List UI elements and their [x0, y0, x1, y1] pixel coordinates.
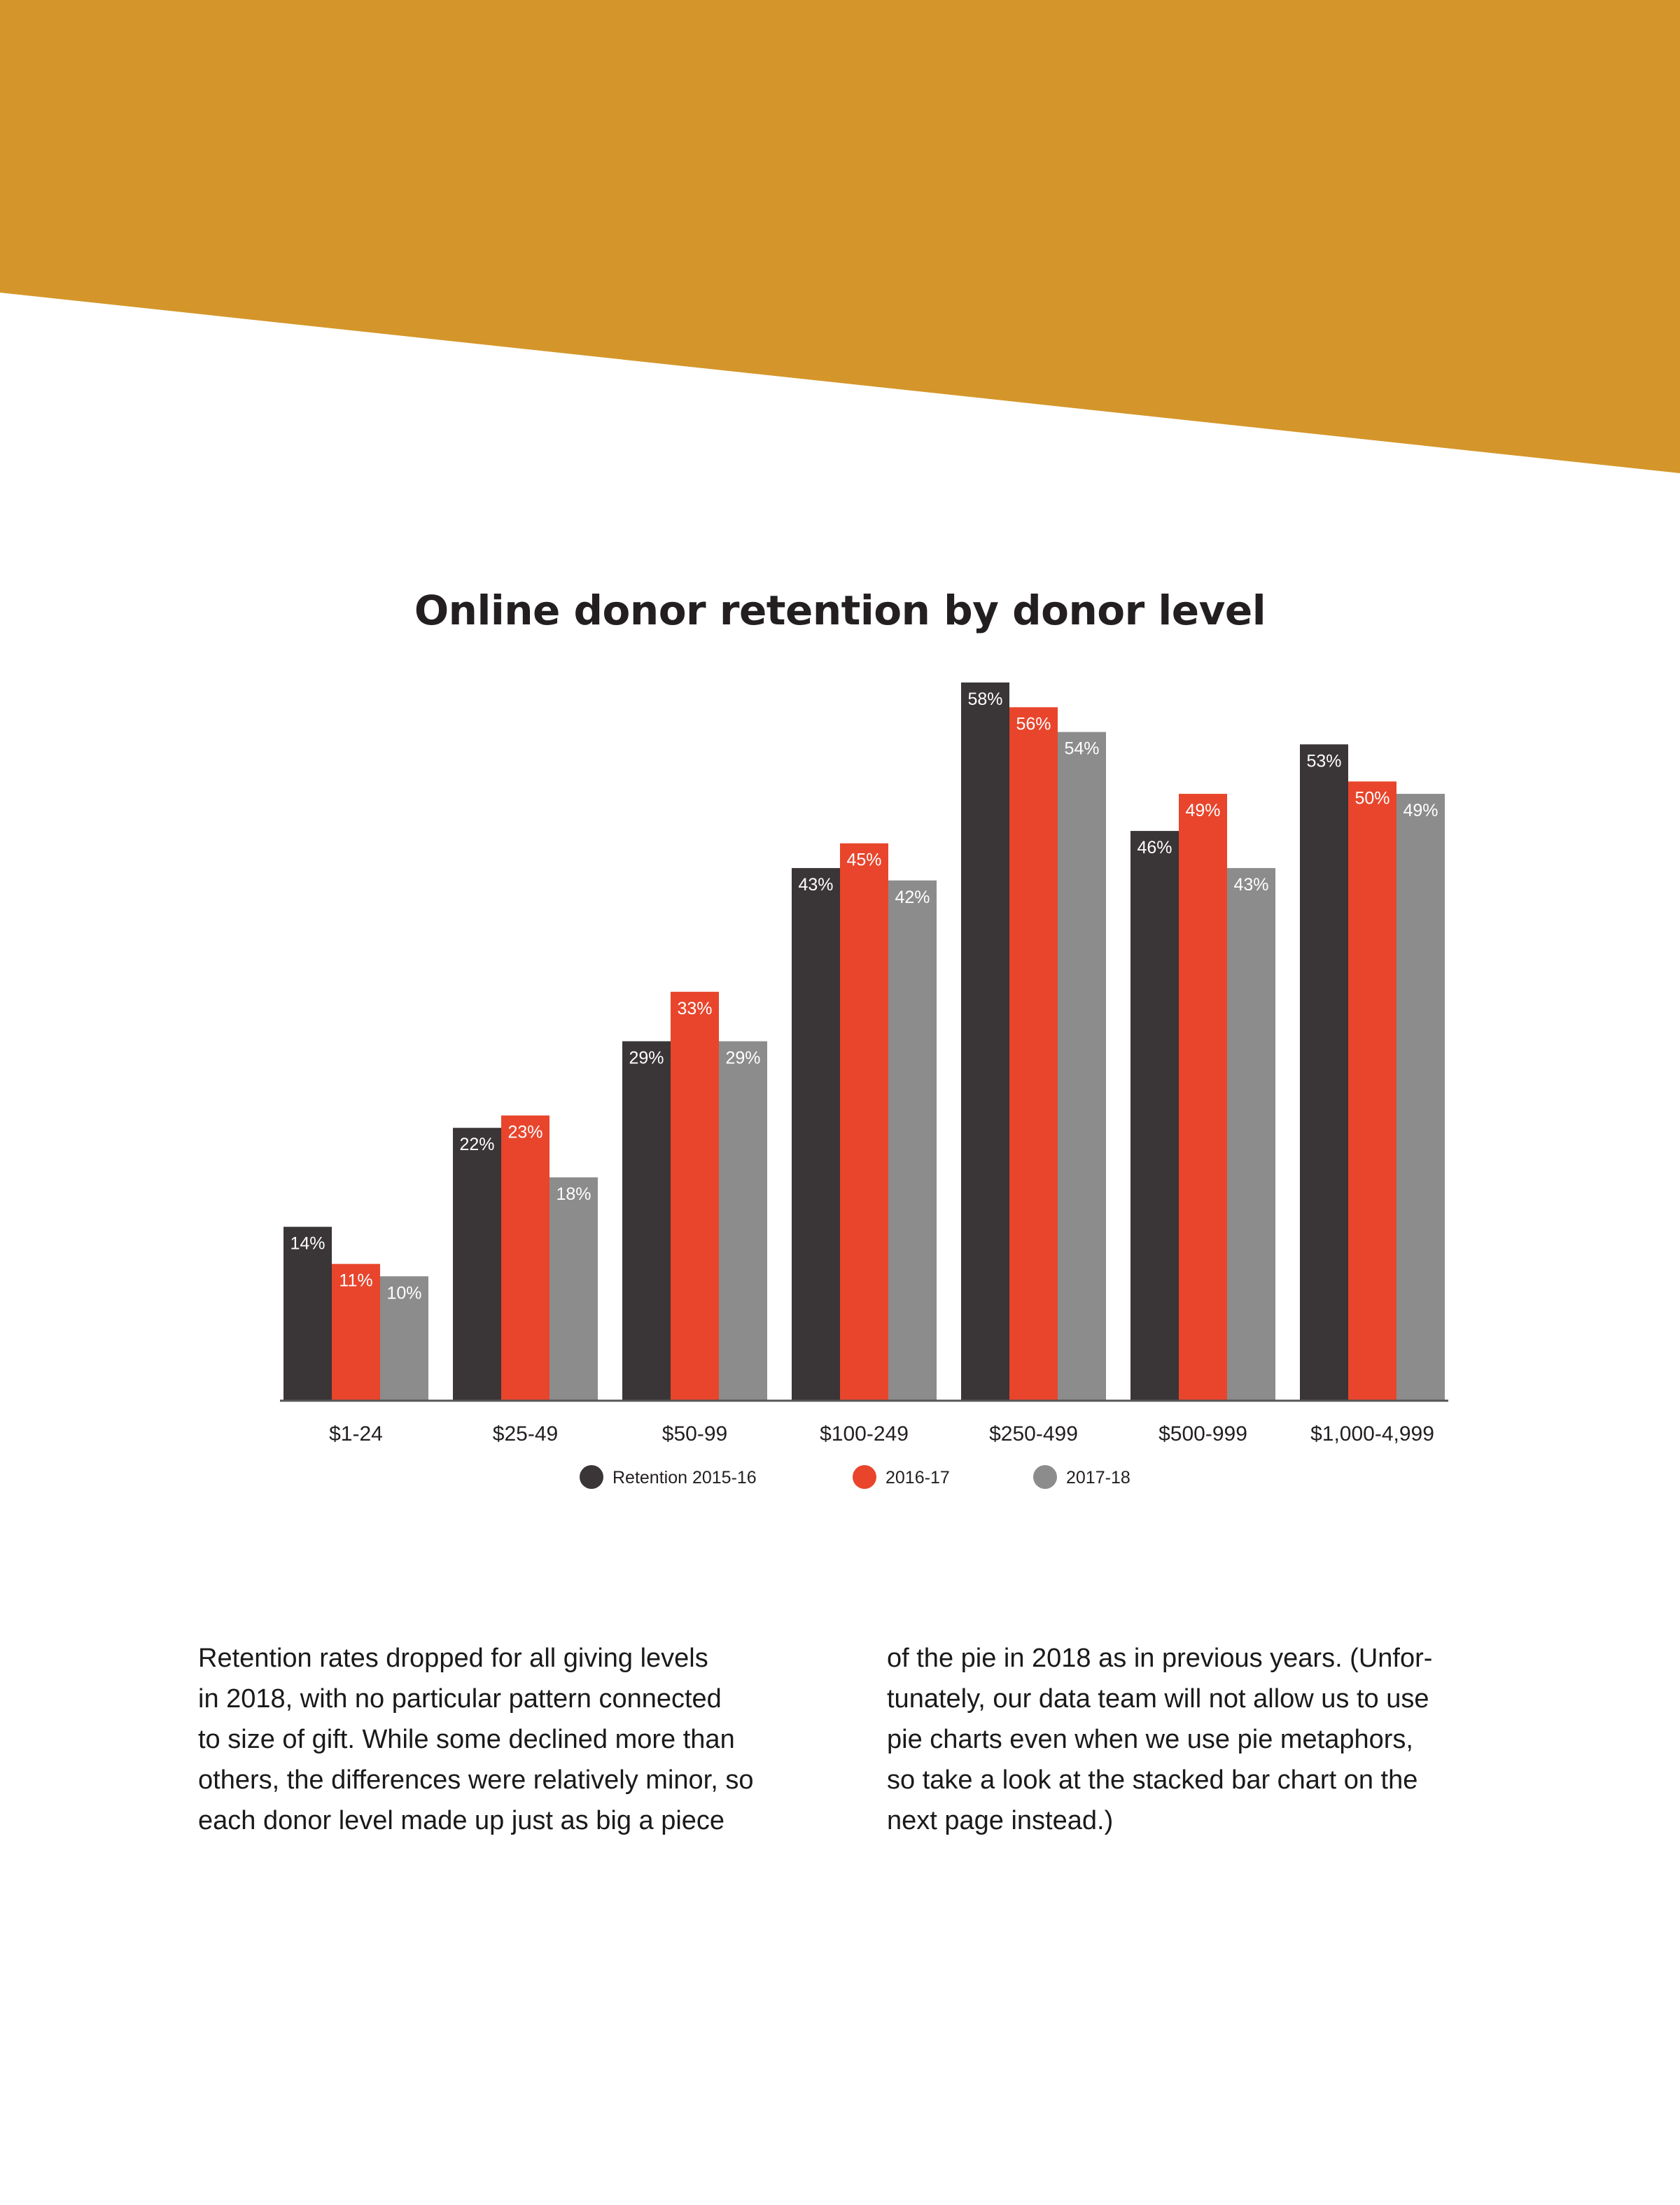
data-label: 22% — [459, 1135, 494, 1154]
bar — [1058, 732, 1106, 1400]
legend-label: 2016-17 — [886, 1468, 950, 1488]
data-label: 43% — [798, 875, 833, 895]
body-text-right-column: of the pie in 2018 as in previous years.… — [887, 1638, 1432, 1841]
data-label: 11% — [339, 1271, 372, 1291]
data-label: 45% — [846, 850, 881, 870]
data-label: 29% — [725, 1049, 760, 1068]
category-label: $500-999 — [1158, 1422, 1247, 1446]
bar — [1396, 794, 1445, 1400]
bar — [332, 1264, 380, 1400]
bar — [719, 1041, 767, 1400]
bar — [961, 682, 1009, 1400]
bar — [550, 1177, 598, 1400]
category-label: $50-99 — [662, 1422, 727, 1446]
bar — [1300, 744, 1348, 1400]
data-label: 54% — [1064, 739, 1099, 759]
category-label: $1,000-4,999 — [1310, 1422, 1434, 1446]
legend-swatch — [853, 1465, 876, 1489]
category-label: $1-24 — [329, 1422, 383, 1446]
category-label: $250-499 — [989, 1422, 1078, 1446]
body-line: others, the differences were relatively … — [198, 1765, 754, 1795]
data-label: 14% — [290, 1234, 325, 1254]
bar — [1179, 794, 1227, 1400]
data-label: 49% — [1185, 801, 1220, 820]
bar — [1227, 868, 1275, 1400]
legend-label: 2017-18 — [1066, 1468, 1130, 1488]
bar — [1348, 781, 1396, 1400]
body-line: next page instead.) — [887, 1806, 1114, 1835]
bar — [888, 880, 937, 1400]
data-label: 18% — [556, 1184, 591, 1204]
body-line: each donor level made up just as big a p… — [198, 1806, 725, 1835]
body-line: so take a look at the stacked bar chart … — [887, 1765, 1418, 1795]
legend-label: Retention 2015-16 — [612, 1468, 757, 1488]
header-banner — [0, 0, 1680, 473]
data-label: 58% — [967, 690, 1002, 709]
data-label: 53% — [1306, 751, 1341, 771]
bar — [453, 1128, 501, 1400]
body-line: Retention rates dropped for all giving l… — [198, 1644, 708, 1673]
bar — [380, 1276, 428, 1400]
body-line: of the pie in 2018 as in previous years.… — [887, 1644, 1433, 1673]
category-labels: $1-24 $25-49 $50-99 $100-249 $250-499 $500-99… — [329, 1422, 1434, 1446]
data-label: 50% — [1354, 788, 1390, 808]
data-label: 43% — [1233, 875, 1268, 895]
body-line: to size of gift. While some declined mor… — [198, 1725, 735, 1754]
legend: Retention 2015-16 2016-17 2017-18 — [580, 1465, 1130, 1489]
bar — [501, 1115, 550, 1400]
data-label: 33% — [677, 999, 712, 1018]
body-line: tunately, our data team will not allow u… — [887, 1684, 1429, 1714]
bar — [671, 991, 719, 1400]
data-label: 56% — [1016, 714, 1051, 734]
bar — [1130, 831, 1179, 1400]
body-line: in 2018, with no particular pattern conn… — [198, 1684, 722, 1714]
data-label: 29% — [629, 1049, 664, 1068]
data-label: 10% — [386, 1283, 421, 1303]
data-label: 23% — [507, 1123, 542, 1142]
legend-swatch — [580, 1465, 603, 1489]
body-text-left-column: Retention rates dropped for all giving l… — [198, 1638, 753, 1841]
data-label: 49% — [1403, 801, 1438, 820]
bar — [622, 1041, 671, 1400]
category-label: $25-49 — [493, 1422, 558, 1446]
legend-swatch — [1033, 1465, 1057, 1489]
bar — [284, 1226, 332, 1400]
bar — [840, 843, 888, 1400]
bar — [792, 868, 840, 1400]
body-line: pie charts even when we use pie metaphor… — [887, 1725, 1413, 1754]
data-label: 46% — [1137, 838, 1172, 858]
category-label: $100-249 — [820, 1422, 909, 1446]
bars-layer: 14% 11% 10% 22% 23% 18% 29% 33% 29% 43% 45% 42% 58% 5… — [284, 682, 1445, 1400]
bar — [1009, 707, 1058, 1400]
banner-shape — [0, 0, 1680, 473]
data-label: 42% — [895, 888, 930, 907]
chart-title: Online donor retention by donor level — [414, 587, 1266, 634]
